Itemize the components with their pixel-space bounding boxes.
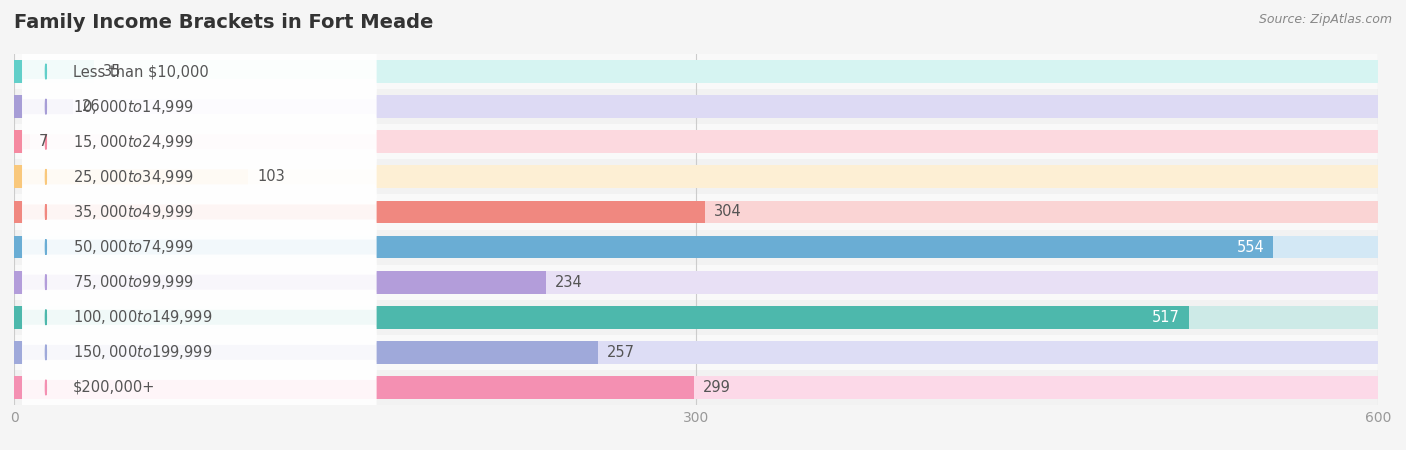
Bar — [14, 335, 1378, 370]
Text: 299: 299 — [703, 380, 731, 395]
Text: Family Income Brackets in Fort Meade: Family Income Brackets in Fort Meade — [14, 14, 433, 32]
Bar — [14, 236, 1378, 258]
Bar — [14, 376, 1378, 399]
Text: 304: 304 — [714, 204, 742, 220]
Bar — [14, 201, 1378, 223]
Bar — [14, 130, 30, 153]
FancyBboxPatch shape — [22, 255, 377, 310]
Text: $100,000 to $149,999: $100,000 to $149,999 — [73, 308, 212, 326]
Bar — [14, 265, 1378, 300]
FancyBboxPatch shape — [22, 184, 377, 239]
Text: $25,000 to $34,999: $25,000 to $34,999 — [73, 168, 194, 186]
Bar — [14, 201, 704, 223]
Text: $75,000 to $99,999: $75,000 to $99,999 — [73, 273, 194, 291]
Bar — [14, 54, 1378, 89]
Bar — [14, 89, 1378, 124]
Bar — [14, 166, 1378, 188]
Text: 103: 103 — [257, 169, 285, 184]
FancyBboxPatch shape — [22, 149, 377, 204]
Text: 35: 35 — [103, 64, 121, 79]
Text: $50,000 to $74,999: $50,000 to $74,999 — [73, 238, 194, 256]
Bar — [14, 194, 1378, 230]
FancyBboxPatch shape — [22, 114, 377, 169]
Bar — [14, 159, 1378, 194]
Bar — [14, 300, 1378, 335]
FancyBboxPatch shape — [22, 325, 377, 380]
Text: $35,000 to $49,999: $35,000 to $49,999 — [73, 203, 194, 221]
Bar — [14, 60, 94, 83]
Bar — [14, 306, 1378, 328]
FancyBboxPatch shape — [22, 290, 377, 345]
Bar — [14, 166, 249, 188]
Text: Source: ZipAtlas.com: Source: ZipAtlas.com — [1258, 14, 1392, 27]
FancyBboxPatch shape — [22, 360, 377, 415]
Bar — [14, 271, 546, 293]
Text: Less than $10,000: Less than $10,000 — [73, 64, 209, 79]
FancyBboxPatch shape — [22, 79, 377, 134]
Text: 554: 554 — [1236, 239, 1264, 255]
Text: $200,000+: $200,000+ — [73, 380, 156, 395]
Bar — [14, 306, 1189, 328]
Text: 517: 517 — [1153, 310, 1180, 325]
Bar — [14, 341, 1378, 364]
Bar — [14, 271, 1378, 293]
FancyBboxPatch shape — [22, 44, 377, 99]
Text: 234: 234 — [555, 274, 583, 290]
Bar — [14, 95, 1378, 118]
Bar — [14, 124, 1378, 159]
Text: $10,000 to $14,999: $10,000 to $14,999 — [73, 98, 194, 116]
Bar — [14, 370, 1378, 405]
Bar — [14, 376, 693, 399]
Bar — [14, 230, 1378, 265]
Text: 257: 257 — [607, 345, 636, 360]
Bar — [14, 341, 598, 364]
Text: $15,000 to $24,999: $15,000 to $24,999 — [73, 133, 194, 151]
Text: $150,000 to $199,999: $150,000 to $199,999 — [73, 343, 212, 361]
Bar — [14, 130, 1378, 153]
Bar — [14, 95, 73, 118]
Bar — [14, 60, 1378, 83]
Text: 7: 7 — [39, 134, 48, 149]
Bar — [14, 236, 1274, 258]
Text: 26: 26 — [82, 99, 101, 114]
FancyBboxPatch shape — [22, 220, 377, 274]
